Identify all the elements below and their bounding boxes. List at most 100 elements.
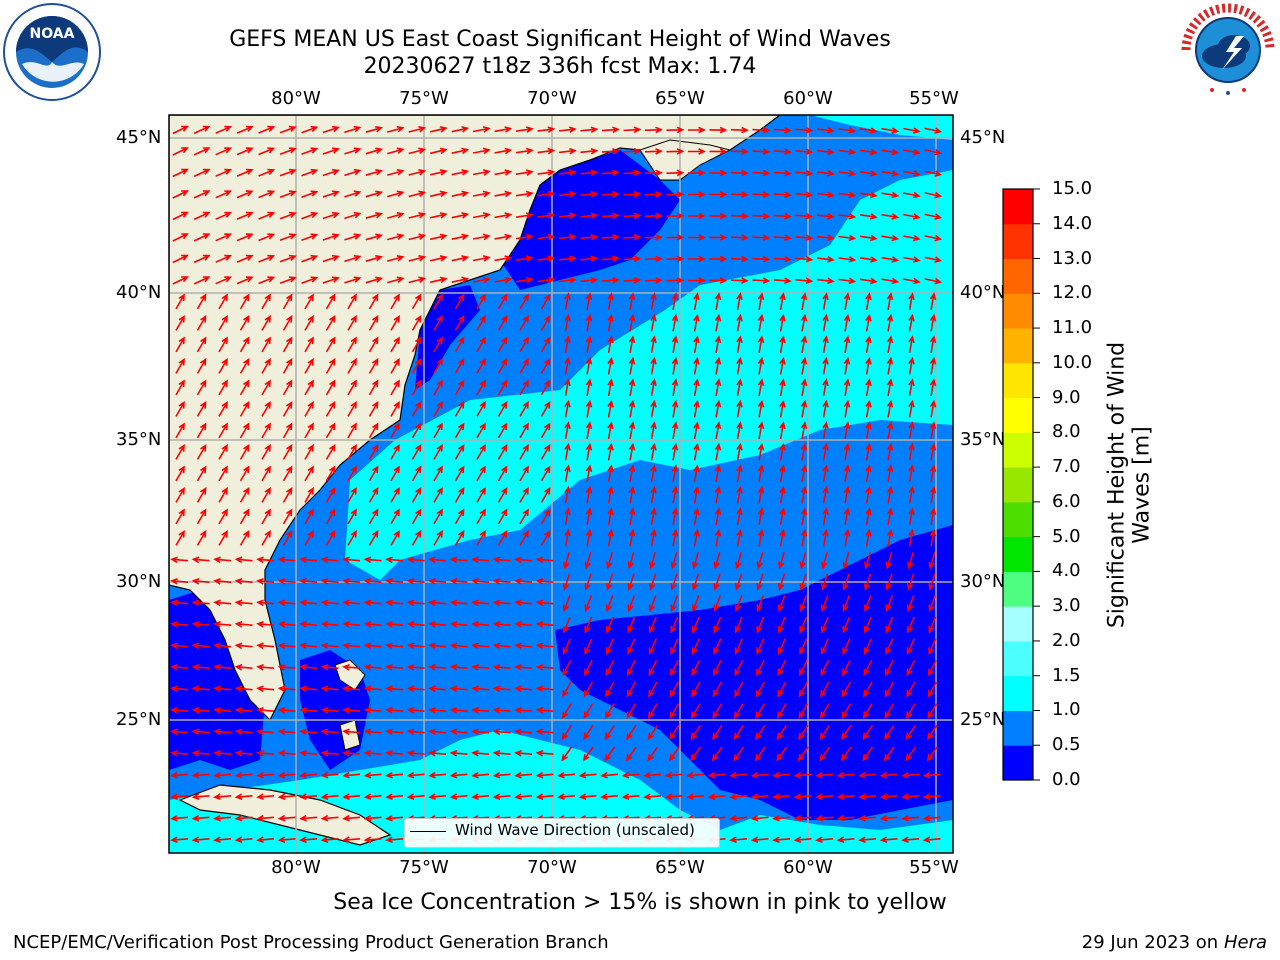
wave-direction-arrow (320, 728, 339, 736)
wave-direction-arrow (712, 703, 723, 719)
wave-direction-arrow (363, 556, 382, 564)
wave-direction-arrow (777, 595, 786, 613)
wave-direction-arrow (277, 642, 296, 650)
wave-direction-arrow (628, 507, 636, 526)
wave-direction-arrow (363, 620, 382, 628)
wave-direction-arrow (433, 358, 443, 374)
wave-direction-arrow (671, 335, 679, 354)
wave-direction-arrow (218, 465, 228, 482)
wave-direction-arrow (239, 401, 250, 417)
wave-direction-arrow (650, 464, 657, 483)
wave-direction-arrow (365, 212, 383, 219)
wave-direction-arrow (927, 681, 938, 698)
wave-direction-arrow (750, 793, 769, 801)
wave-direction-arrow (865, 292, 872, 311)
wave-direction-arrow (583, 681, 594, 698)
wave-direction-arrow (282, 422, 293, 439)
wave-direction-arrow (735, 552, 742, 570)
wave-direction-arrow (368, 508, 379, 525)
wave-direction-arrow (408, 169, 427, 176)
wave-direction-arrow (836, 814, 855, 822)
colorbar-tick: 9.0 (1052, 386, 1081, 408)
wave-direction-arrow (885, 552, 893, 570)
wave-direction-arrow (519, 508, 529, 525)
wave-direction-arrow (799, 595, 808, 613)
wave-direction-arrow (196, 315, 207, 331)
wave-direction-arrow (213, 556, 232, 564)
wave-direction-arrow (213, 620, 232, 628)
wave-direction-arrow (535, 771, 554, 779)
wave-direction-arrow (777, 573, 786, 591)
wave-direction-arrow (816, 170, 835, 177)
wave-direction-arrow (175, 379, 185, 396)
wave-direction-arrow (451, 147, 470, 155)
wave-direction-arrow (390, 487, 400, 503)
wave-direction-arrow (841, 703, 852, 719)
wave-direction-arrow (862, 724, 874, 741)
wave-direction-arrow (279, 147, 297, 156)
wave-direction-arrow (320, 642, 339, 650)
wave-direction-arrow (693, 378, 700, 397)
wave-direction-arrow (865, 507, 872, 526)
wave-direction-arrow (277, 771, 296, 779)
wave-direction-arrow (559, 233, 577, 241)
wave-direction-arrow (773, 169, 792, 177)
wave-direction-arrow (449, 663, 468, 671)
wave-direction-arrow (471, 556, 490, 564)
wave-direction-arrow (750, 836, 769, 844)
wave-direction-arrow (601, 147, 620, 155)
forecast-subtitle: 20230627 t18z 336h fcst Max: 1.74 (363, 54, 757, 79)
wave-direction-arrow (714, 442, 722, 461)
wave-direction-arrow (299, 599, 318, 607)
wave-direction-arrow (666, 234, 685, 241)
wave-direction-arrow (736, 292, 743, 311)
wave-direction-arrow (406, 663, 425, 671)
wave-direction-arrow (561, 746, 573, 762)
wave-direction-arrow (752, 169, 771, 177)
wave-direction-arrow (671, 399, 679, 418)
wave-direction-arrow (170, 728, 189, 736)
wave-direction-arrow (585, 292, 593, 311)
colorbar-segment (1003, 223, 1033, 260)
wave-direction-arrow (779, 399, 786, 418)
wave-direction-arrow (730, 277, 749, 284)
wave-direction-arrow (842, 638, 851, 655)
wave-direction-arrow (693, 313, 700, 332)
wave-direction-arrow (628, 528, 636, 547)
wave-direction-arrow (535, 620, 554, 628)
wave-direction-arrow (713, 552, 721, 570)
wave-direction-arrow (730, 148, 749, 155)
legend-label: Wind Wave Direction (unscaled) (455, 821, 695, 839)
wave-direction-arrow (454, 465, 465, 482)
wave-direction-arrow (196, 530, 207, 546)
wave-direction-arrow (924, 148, 943, 156)
wave-direction-arrow (822, 442, 829, 461)
wave-direction-arrow (777, 638, 787, 655)
wave-direction-arrow (793, 836, 812, 844)
wave-direction-arrow (605, 573, 614, 591)
wave-direction-arrow (515, 233, 534, 241)
wave-direction-arrow (299, 793, 318, 801)
wave-direction-arrow (793, 814, 812, 822)
wave-direction-arrow (191, 685, 210, 693)
wave-direction-arrow (650, 442, 657, 461)
wave-direction-arrow (585, 335, 593, 354)
wave-direction-arrow (798, 703, 809, 719)
wave-direction-arrow (325, 358, 336, 374)
wave-direction-arrow (729, 771, 748, 779)
wave-direction-arrow (647, 724, 659, 741)
colorbar-tick: 5.0 (1052, 525, 1081, 547)
wave-direction-arrow (218, 293, 228, 310)
wave-direction-arrow (815, 793, 834, 801)
wave-direction-arrow (795, 234, 814, 242)
wave-direction-arrow (449, 728, 468, 736)
wave-direction-arrow (256, 556, 275, 564)
wave-direction-arrow (215, 147, 233, 156)
wave-direction-arrow (906, 660, 916, 677)
wave-direction-arrow (711, 746, 723, 762)
wave-direction-arrow (886, 421, 894, 440)
wave-direction-arrow (795, 126, 814, 134)
wave-direction-arrow (734, 616, 743, 634)
wave-direction-arrow (795, 169, 814, 177)
wave-direction-arrow (256, 706, 275, 714)
